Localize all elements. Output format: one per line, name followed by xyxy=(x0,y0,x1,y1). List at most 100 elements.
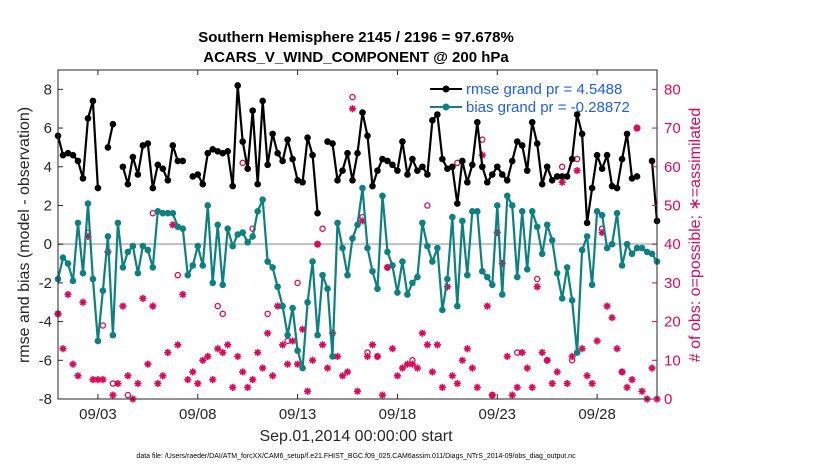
bias-point xyxy=(528,207,536,215)
obs-assimilated-point xyxy=(303,387,312,395)
rmse-point xyxy=(149,184,157,192)
obs-possible-point xyxy=(533,275,541,283)
rmse-point xyxy=(404,171,411,178)
obs-possible-point xyxy=(424,202,431,209)
bias-point xyxy=(638,244,646,252)
obs-count-layer xyxy=(54,93,661,403)
bias-point xyxy=(558,295,566,302)
bias-point xyxy=(109,331,117,339)
bias-point xyxy=(64,260,72,267)
obs-assimilated-point xyxy=(239,368,247,376)
obs-assimilated-point xyxy=(638,387,646,395)
bias-point xyxy=(394,289,401,296)
y-right-tick-label: 20 xyxy=(664,314,681,331)
obs-assimilated-point xyxy=(518,348,526,357)
plot-area: 09/03 09/08 09/13 09/18 09/23 09/28 -8 -6 -4 -2 0… xyxy=(39,69,681,423)
bias-point xyxy=(299,364,306,372)
bias-point xyxy=(124,248,132,256)
y-left-tick-label: 4 xyxy=(44,159,52,176)
bias-point xyxy=(224,225,232,232)
rmse-point xyxy=(474,118,481,126)
obs-assimilated-point xyxy=(204,352,212,361)
obs-assimilated-point xyxy=(109,391,117,399)
rmse-line xyxy=(650,160,659,222)
obs-assimilated-point xyxy=(603,302,611,310)
obs-assimilated-point xyxy=(593,337,601,345)
obs-assimilated-point xyxy=(219,348,227,357)
bias-point xyxy=(154,207,162,215)
rmse-point xyxy=(558,173,566,180)
obs-possible-point xyxy=(219,310,226,318)
rmse-point xyxy=(299,178,306,186)
y-right-tick-label: 10 xyxy=(664,352,681,369)
obs-assimilated-point xyxy=(628,376,636,384)
x-tick-label: 09/13 xyxy=(279,406,317,423)
obs-assimilated-point xyxy=(79,298,87,306)
obs-assimilated-point xyxy=(383,263,392,271)
bias-point xyxy=(449,213,456,221)
obs-assimilated-point xyxy=(588,379,596,388)
obs-possible-point xyxy=(264,310,271,318)
x-tick-label: 09/23 xyxy=(478,406,516,423)
rmse-point xyxy=(69,151,77,159)
bias-point xyxy=(618,262,626,269)
obs-assimilated-point xyxy=(99,376,107,384)
plot-background xyxy=(58,70,657,399)
y-right-tick-label: 60 xyxy=(664,159,681,176)
obs-assimilated-point xyxy=(184,376,192,384)
y-left-tick-label: 6 xyxy=(44,120,52,137)
obs-possible-point xyxy=(124,391,132,399)
bias-point xyxy=(399,258,406,265)
bias-point xyxy=(548,237,556,244)
rmse-point xyxy=(538,180,546,188)
bias-point xyxy=(538,250,546,258)
obs-assimilated-point xyxy=(229,383,237,391)
rmse-point xyxy=(513,138,521,145)
x-tick-label: 09/18 xyxy=(379,406,417,423)
x-axis: 09/03 09/08 09/13 09/18 09/23 09/28 xyxy=(79,70,616,423)
rmse-point xyxy=(349,177,356,184)
bias-point xyxy=(59,254,67,262)
rmse-point xyxy=(209,146,217,153)
obs-assimilated-point xyxy=(154,379,162,388)
bias-point xyxy=(498,291,506,298)
obs-assimilated-point xyxy=(289,337,297,345)
rmse-point xyxy=(284,136,291,143)
rmse-point xyxy=(274,149,281,157)
obs-assimilated-point xyxy=(513,383,521,391)
bias-point xyxy=(563,264,571,271)
y-left-tick-label: -4 xyxy=(39,314,52,331)
bias-point xyxy=(134,269,142,277)
rmse-point xyxy=(493,163,501,171)
rmse-point xyxy=(234,82,241,89)
bias-point xyxy=(319,271,326,279)
rmse-point xyxy=(139,142,147,149)
rmse-point xyxy=(289,155,296,163)
bias-point xyxy=(284,331,291,339)
obs-assimilated-point xyxy=(164,348,172,357)
obs-assimilated-point xyxy=(124,372,132,380)
rmse-point xyxy=(104,144,112,151)
bias-point xyxy=(464,271,471,279)
obs-assimilated-point xyxy=(259,364,267,372)
rmse-point xyxy=(314,209,321,217)
bias-point xyxy=(259,196,266,203)
obs-assimilated-point xyxy=(543,356,551,364)
bias-point xyxy=(334,219,341,227)
bias-point xyxy=(159,209,167,217)
obs-assimilated-point xyxy=(323,364,332,372)
obs-assimilated-point xyxy=(64,290,72,299)
obs-assimilated-point xyxy=(189,368,197,376)
obs-assimilated-point xyxy=(578,345,586,353)
rmse-line xyxy=(106,123,114,148)
legend-rmse-marker xyxy=(442,85,450,93)
bias-point xyxy=(264,258,271,265)
obs-possible-point xyxy=(558,163,566,171)
bias-point xyxy=(89,275,97,283)
bias-point xyxy=(568,297,576,304)
rmse-point xyxy=(159,165,167,172)
rmse-point xyxy=(533,140,541,147)
obs-assimilated-point xyxy=(378,391,387,399)
rmse-point xyxy=(394,167,401,174)
